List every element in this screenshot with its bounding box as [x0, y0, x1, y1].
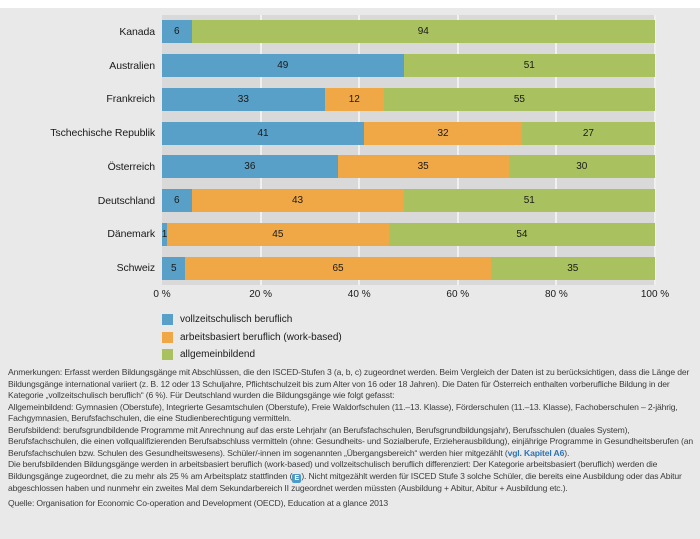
chart-row: Dänemark 1 45 54 — [0, 218, 655, 252]
chart-row: Frankreich 33 12 55 — [0, 83, 655, 117]
bar-segment: 6 — [162, 20, 192, 44]
gridline — [358, 15, 361, 285]
chart-row: Schweiz 5 65 35 — [0, 251, 655, 285]
stacked-bar: 6 43 51 — [162, 189, 655, 213]
bar-segment: 51 — [403, 189, 655, 213]
category-label: Australien — [109, 59, 155, 72]
gridline — [456, 15, 459, 285]
x-axis: 0 % 20 % 40 % 60 % 80 % 100 % — [0, 289, 700, 303]
bar-segment: 36 — [162, 155, 338, 179]
note-text: Anmerkungen: Erfasst werden Bildungsgäng… — [8, 367, 690, 401]
note-text: ). — [564, 447, 570, 458]
bar-segment: 35 — [490, 256, 655, 280]
page-top-margin — [0, 0, 700, 8]
legend-item: vollzeitschulisch beruflich — [162, 311, 342, 329]
gridline — [259, 15, 262, 285]
source-text: Quelle: Organisation for Economic Co-ope… — [8, 498, 389, 509]
legend-swatch-icon — [162, 331, 173, 343]
bar-segment: 49 — [162, 54, 404, 78]
bar-segment: 30 — [508, 155, 655, 179]
note-text: Allgemeinbildend: Gymnasien (Oberstufe),… — [8, 401, 678, 424]
note-paragraph-general: Anmerkungen: Erfasst werden Bildungsgäng… — [8, 367, 694, 402]
bar-segment: 35 — [337, 155, 509, 179]
stacked-bar: 5 65 35 — [162, 256, 655, 280]
bar-segment: 5 — [162, 256, 186, 280]
category-label: Deutschland — [97, 194, 155, 207]
bar-segment: 55 — [383, 87, 655, 111]
legend-item: arbeitsbasiert beruflich (work-based) — [162, 329, 342, 347]
note-text: ). Nicht mitgezählt werden für ISCED Stu… — [8, 470, 682, 494]
bar-rows: Kanada 6 94 Australien 49 51 Frankreich 33 12 55 T… — [0, 15, 655, 285]
bar-segment: 45 — [166, 222, 389, 246]
chart-row: Deutschland 6 43 51 — [0, 184, 655, 218]
bar-segment: 65 — [185, 256, 491, 280]
category-label: Schweiz — [116, 262, 156, 275]
stacked-bar: 33 12 55 — [162, 87, 655, 111]
legend-label: arbeitsbasiert beruflich (work-based) — [180, 331, 342, 343]
legend-swatch-icon — [162, 314, 173, 326]
chart-row: Australien 49 51 — [0, 49, 655, 83]
e-indicator-icon: E — [292, 474, 302, 484]
stacked-bar: 6 94 — [162, 20, 655, 44]
figure-notes: Anmerkungen: Erfasst werden Bildungsgäng… — [8, 367, 694, 510]
stacked-bar: 49 51 — [162, 54, 655, 78]
category-label: Dänemark — [107, 228, 155, 241]
stacked-bar: 36 35 30 — [162, 155, 655, 179]
note-paragraph-workbased: Die berufsbildenden Bildungsgänge werden… — [8, 459, 694, 494]
category-label: Tschechische Republik — [50, 127, 155, 140]
category-label: Österreich — [107, 160, 156, 173]
x-tick-label: 80 % — [544, 289, 568, 300]
bar-segment: 27 — [521, 121, 655, 145]
bar-segment: 6 — [162, 189, 192, 213]
x-tick-label: 20 % — [249, 289, 272, 300]
note-paragraph-allgemeinbildend: Allgemeinbildend: Gymnasien (Oberstufe),… — [8, 402, 694, 425]
stacked-bar: 41 32 27 — [162, 121, 655, 145]
bar-segment: 43 — [191, 189, 404, 213]
legend-swatch-icon — [162, 349, 173, 361]
note-text: Berufsbildend: berufsgrundbildende Progr… — [8, 424, 693, 458]
bar-segment: 32 — [364, 121, 522, 145]
bar-segment: 41 — [162, 121, 365, 145]
legend-label: allgemeinbildend — [180, 349, 256, 361]
x-tick-label: 60 % — [446, 289, 470, 300]
gridline — [654, 15, 656, 285]
source-line: Quelle: Organisation for Economic Co-ope… — [8, 498, 694, 510]
note-text: Die berufsbildenden Bildungsgänge werden… — [8, 459, 658, 481]
chart-legend: vollzeitschulisch beruflich arbeitsbasier… — [162, 311, 342, 364]
kapitel-a6-link[interactable]: vgl. Kapitel A6 — [507, 447, 565, 458]
chart-row: Österreich 36 35 30 — [0, 150, 655, 184]
bar-segment: 94 — [191, 20, 655, 44]
chart-row: Kanada 6 94 — [0, 15, 655, 49]
category-label: Kanada — [119, 25, 155, 38]
chart-row: Tschechische Republik 41 32 27 — [0, 116, 655, 150]
x-tick-label: 40 % — [347, 289, 371, 300]
category-label: Frankreich — [106, 93, 155, 106]
legend-item: allgemeinbildend — [162, 346, 342, 364]
bar-segment: 12 — [324, 87, 384, 111]
gridline — [555, 15, 558, 285]
x-tick-label: 100 % — [640, 289, 670, 300]
bar-segment: 1 — [162, 222, 167, 246]
stacked-bar: 1 45 54 — [162, 222, 655, 246]
bar-segment: 54 — [388, 222, 655, 246]
note-paragraph-berufsbildend: Berufsbildend: berufsgrundbildende Progr… — [8, 425, 694, 460]
bar-segment: 33 — [162, 87, 325, 111]
x-tick-label: 0 % — [153, 289, 171, 300]
legend-label: vollzeitschulisch beruflich — [180, 314, 293, 326]
bar-segment: 51 — [403, 54, 655, 78]
